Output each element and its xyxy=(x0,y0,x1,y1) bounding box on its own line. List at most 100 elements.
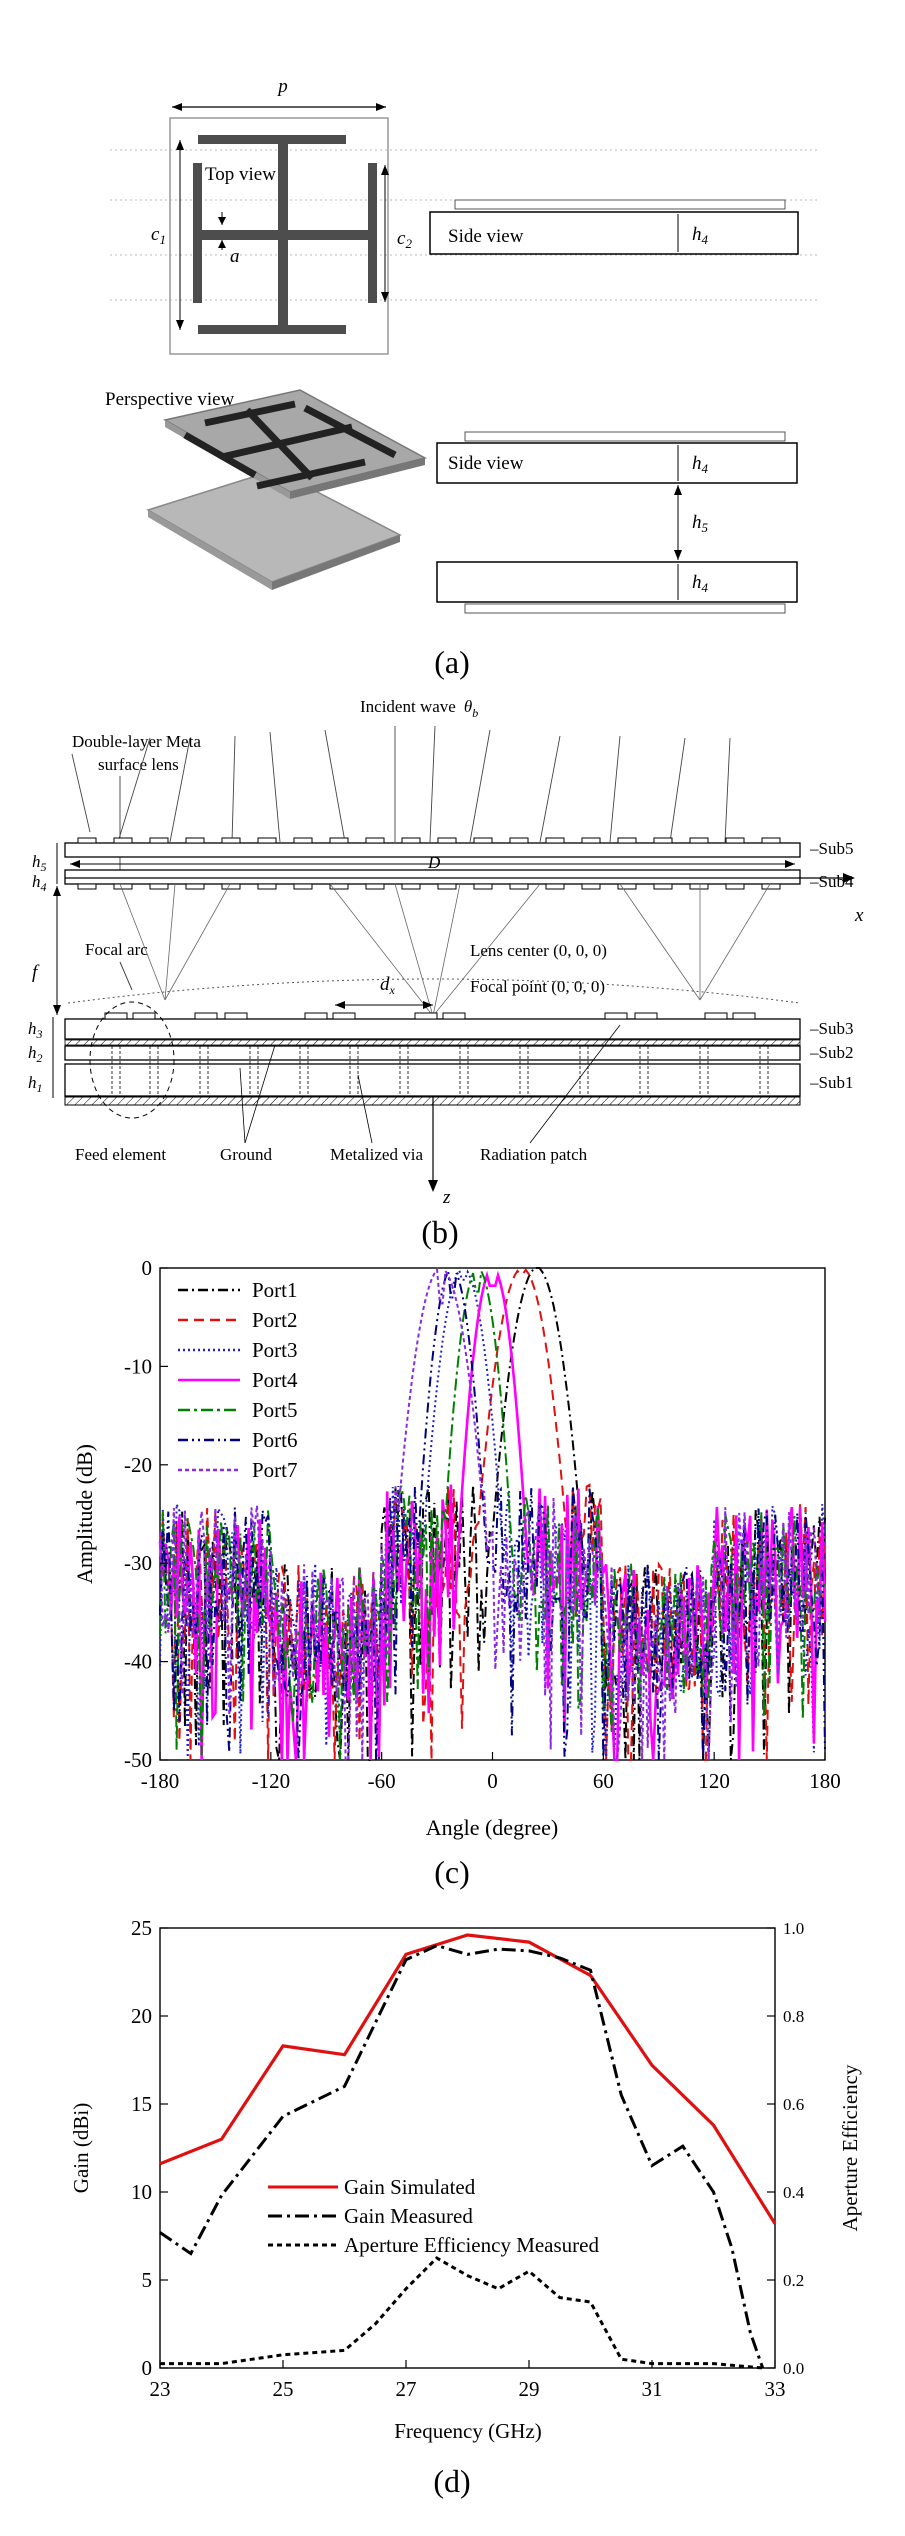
label-sub3: –Sub3 xyxy=(809,1019,853,1038)
chart-c-series-line xyxy=(159,1267,826,1761)
panel-b-lens-antenna-figure: Incident wave θb Double-layer Meta surfac… xyxy=(28,697,864,1208)
focusing-rays xyxy=(119,883,771,1017)
chart-c-xtick-label: 0 xyxy=(487,1769,498,1793)
lens-bottom-patch xyxy=(725,883,745,890)
incident-ray xyxy=(231,735,236,843)
chart-c-legend-label: Port2 xyxy=(252,1308,298,1332)
label-metalized-via: Metalized via xyxy=(330,1145,423,1164)
label-c2: c2 xyxy=(397,228,412,251)
chart-c-xtick-label: 60 xyxy=(593,1769,614,1793)
chart-d-legend-label: Gain Simulated xyxy=(344,2175,476,2199)
lens-bottom-patch xyxy=(653,883,673,890)
label-sub2: –Sub2 xyxy=(809,1043,853,1062)
panel-d-gain-chart: 23 25 27 29 31 33 0 5 10 15 20 25 0.0 0.2 0.4 0.6 0.8 1.0… xyxy=(69,1916,862,2443)
incident-ray xyxy=(609,735,621,843)
caption-b: (b) xyxy=(421,1214,458,1250)
label-side-view-1: Side view xyxy=(448,226,524,247)
chart-c-legend: Port1 Port2 Port3 Port4 Port5 Port6 Port7 xyxy=(178,1278,298,1482)
chart-d-series-group xyxy=(159,1933,777,2370)
incident-ray xyxy=(669,737,686,843)
chart-d-xtick-label: 23 xyxy=(150,2377,171,2401)
label-sub4: –Sub4 xyxy=(809,872,854,891)
label-D: D xyxy=(427,853,441,872)
chart-d-xtick-label: 27 xyxy=(396,2377,417,2401)
top-view-frame xyxy=(169,117,389,355)
label-sub5: –Sub5 xyxy=(809,839,853,858)
lens-top-patch xyxy=(77,837,97,844)
lens-top-patch xyxy=(257,837,277,844)
incident-ray xyxy=(169,737,191,843)
side-view-substrate xyxy=(429,211,799,255)
feed-patch xyxy=(442,1012,466,1020)
side-view-top-patch xyxy=(454,199,786,210)
chart-c-legend-label: Port5 xyxy=(252,1398,298,1422)
chart-d-ytick-label: 0 xyxy=(142,2356,153,2380)
focal-arc xyxy=(67,978,801,1004)
label-feed-element: Feed element xyxy=(75,1145,166,1164)
chart-d-legend-label: Aperture Efficiency Measured xyxy=(344,2233,599,2257)
lens-top-patch xyxy=(473,837,493,844)
chart-d-xtick-label: 31 xyxy=(642,2377,663,2401)
incident-ray xyxy=(117,737,151,843)
chart-d-ytick-right-label: 1.0 xyxy=(783,1919,804,1938)
lens-bottom-patch xyxy=(437,883,457,890)
chart-c-legend-label: Port4 xyxy=(252,1368,298,1392)
label-h5-a: h5 xyxy=(692,512,709,535)
label-h2-b: h2 xyxy=(28,1043,43,1065)
label-lens-center: Lens center (0, 0, 0) xyxy=(470,941,607,960)
lens-top-patch xyxy=(293,837,313,844)
chart-c-legend-label: Port7 xyxy=(252,1458,298,1482)
label-p: p xyxy=(276,76,288,97)
lens-top-patch xyxy=(149,837,169,844)
lens-bottom-patch xyxy=(617,883,637,890)
chart-c-ytick-label: 0 xyxy=(142,1256,153,1280)
label-side-view-2: Side view xyxy=(448,453,524,474)
label-radiation-patch: Radiation patch xyxy=(480,1145,588,1164)
label-h4-a1: h4 xyxy=(692,224,709,247)
caption-a: (a) xyxy=(434,644,470,680)
lens-top-patch xyxy=(365,837,385,844)
label-sub1: –Sub1 xyxy=(809,1073,853,1092)
chart-c-xtick-label: 180 xyxy=(809,1769,841,1793)
chart-d-ytick-right-label: 0.4 xyxy=(783,2183,805,2202)
lens-bottom-patch xyxy=(185,883,205,890)
label-h3-b: h3 xyxy=(28,1019,43,1041)
chart-c-xtick-label: -180 xyxy=(141,1769,180,1793)
chart-c-xlabel: Angle (degree) xyxy=(426,1815,559,1840)
label-c1: c1 xyxy=(151,224,166,247)
lens-bottom-patch xyxy=(257,883,277,890)
feed-patch xyxy=(732,1012,756,1020)
top-view-cross-pattern xyxy=(193,135,377,334)
lens-top-patch xyxy=(221,837,241,844)
metalized-vias xyxy=(111,1046,769,1096)
chart-d-ytick-label: 15 xyxy=(131,2092,152,2116)
chart-d-ytick-label: 5 xyxy=(142,2268,153,2292)
lens-bottom-patch xyxy=(473,883,493,890)
label-a: a xyxy=(230,246,240,267)
feed-patch xyxy=(704,1012,728,1020)
feed-patch xyxy=(104,1012,128,1020)
chart-c-ytick-label: -50 xyxy=(124,1748,152,1772)
panel-c-radiation-pattern-chart: -180 -120 -60 0 60 120 180 0 -10 -20 -30 -40 -50 Por… xyxy=(72,1256,841,1840)
label-h4-b: h4 xyxy=(32,872,47,894)
lens-bottom-patch xyxy=(401,883,421,890)
feed-patch xyxy=(194,1012,218,1020)
chart-c-xtick-label: -120 xyxy=(252,1769,291,1793)
chart-d-legend: Gain Simulated Gain Measured Aperture Effi… xyxy=(268,2175,599,2257)
chart-d-legend-label: Gain Measured xyxy=(344,2204,473,2228)
chart-d-ytick-label: 20 xyxy=(131,2004,152,2028)
lens-bottom-patch xyxy=(545,883,565,890)
lens-top-patch xyxy=(437,837,457,844)
lens-top-patch xyxy=(617,837,637,844)
lens-patches xyxy=(77,837,781,890)
label-incident-wave: Incident wave θb xyxy=(360,697,478,720)
label-perspective-view: Perspective view xyxy=(105,389,235,410)
lens-top-patch xyxy=(185,837,205,844)
chart-d-ytick-label: 25 xyxy=(131,1916,152,1940)
feed-patch xyxy=(604,1012,628,1020)
label-h5-b: h5 xyxy=(32,852,47,874)
feed-patch xyxy=(224,1012,248,1020)
chart-d-ylabel: Gain (dBi) xyxy=(69,2103,93,2193)
label-x-axis: x xyxy=(854,905,864,926)
